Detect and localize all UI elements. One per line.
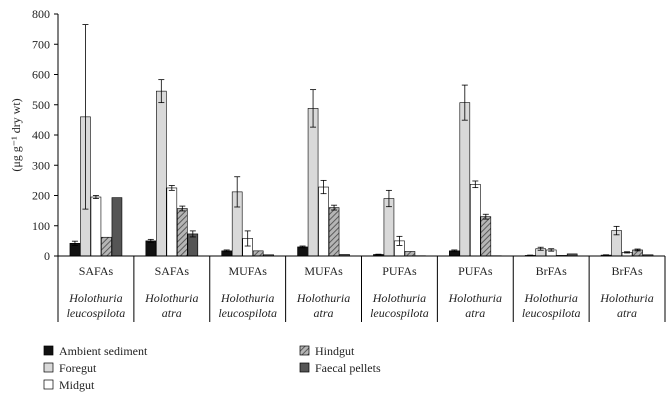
bar-midgut: [318, 186, 329, 257]
bar-faecal-pellets: [111, 197, 123, 257]
species-label-genus: Holothuria: [144, 291, 198, 305]
error-bar: [482, 213, 489, 220]
category-label: MUFAs: [228, 264, 267, 278]
error-bar: [82, 24, 89, 210]
y-axis-label: (μg g⁻¹ dry wt): [9, 98, 23, 171]
error-bar: [189, 230, 196, 238]
species-label-genus: Holothuria: [68, 291, 122, 305]
species-label-epithet: leucospilota: [218, 306, 277, 320]
legend-swatch: [299, 362, 310, 373]
legend-label: Ambient sediment: [59, 344, 148, 358]
species-label-epithet: atra: [162, 306, 182, 320]
error-bar: [168, 185, 175, 191]
error-bar: [147, 238, 154, 243]
bar-midgut: [90, 196, 102, 257]
error-bar: [451, 249, 458, 253]
error-bar: [92, 195, 99, 199]
error-bar: [320, 179, 327, 195]
error-bar: [223, 249, 230, 253]
bars: [69, 24, 654, 257]
species-label-epithet: leucospilota: [67, 306, 126, 320]
legend-label: Midgut: [59, 378, 95, 392]
species-label-genus: Holothuria: [372, 291, 426, 305]
error-bar: [331, 204, 338, 211]
legend-label: Hindgut: [315, 344, 355, 358]
error-bar: [299, 245, 306, 249]
error-bar: [385, 189, 392, 208]
bar-hindgut: [252, 250, 264, 257]
legend-swatch: [43, 379, 54, 390]
y-axis-ticks: 0 100 200 300 400 500 600 700 800: [32, 7, 58, 263]
error-bar: [71, 240, 78, 246]
error-bar: [613, 225, 620, 236]
category-label: MUFAs: [304, 264, 343, 278]
error-bar: [603, 254, 610, 256]
axes: [57, 14, 665, 257]
error-bar: [548, 248, 555, 252]
species-label-genus: Holothuria: [296, 291, 350, 305]
species-label-genus: Holothuria: [599, 291, 653, 305]
error-bar: [472, 180, 479, 189]
species-label-genus: Holothuria: [524, 291, 578, 305]
error-bar: [624, 251, 631, 254]
bar-ambient-sediment: [145, 240, 157, 257]
y-tick-label: 300: [32, 158, 50, 172]
y-tick-label: 400: [32, 128, 50, 142]
species-label-genus: Holothuria: [220, 291, 274, 305]
category-label: SAFAs: [79, 264, 114, 278]
error-bar: [396, 235, 403, 246]
y-tick-label: 500: [32, 98, 50, 112]
y-tick-label: 600: [32, 68, 50, 82]
bar-hindgut: [480, 216, 492, 257]
bar-ambient-sediment: [297, 246, 308, 257]
bar-foregut: [156, 90, 167, 257]
error-bar: [310, 89, 317, 128]
y-tick-label: 100: [32, 219, 50, 233]
error-bar: [179, 205, 186, 212]
legend-swatch: [299, 345, 310, 356]
error-bar: [375, 253, 382, 256]
bar-midgut: [470, 184, 481, 257]
category-label: PUFAs: [382, 264, 417, 278]
y-tick-label: 0: [44, 249, 50, 263]
bar-hindgut: [177, 208, 188, 257]
legend: Ambient sediment Foregut Midgut Hindgut Faec…: [43, 344, 381, 392]
error-bar: [158, 79, 165, 104]
bar-midgut: [166, 187, 178, 257]
bar-hindgut: [328, 207, 340, 257]
category-label: SAFAs: [155, 264, 190, 278]
species-label-epithet: leucospilota: [522, 306, 581, 320]
error-bar: [461, 84, 468, 121]
bar-foregut: [383, 198, 395, 257]
legend-swatch: [43, 345, 54, 356]
category-label: BrFAs: [536, 264, 567, 278]
category-label: PUFAs: [458, 264, 493, 278]
species-label-genus: Holothuria: [448, 291, 502, 305]
error-bar: [244, 230, 251, 247]
species-label-epithet: leucospilota: [370, 306, 429, 320]
legend-label: Foregut: [59, 361, 97, 375]
bar-foregut: [459, 102, 471, 257]
species-label-epithet: atra: [617, 306, 637, 320]
bar-foregut: [307, 108, 319, 257]
y-tick-label: 800: [32, 7, 50, 21]
y-tick-label: 200: [32, 189, 50, 203]
species-label-epithet: atra: [465, 306, 485, 320]
error-bar: [634, 248, 641, 252]
legend-swatch: [43, 362, 54, 373]
bar-hindgut: [101, 236, 112, 257]
category-labels: SAFAsHolothurialeucospilotaSAFAsHolothur…: [57, 256, 666, 322]
category-label: BrFAs: [612, 264, 643, 278]
species-label-epithet: atra: [314, 306, 334, 320]
y-tick-label: 700: [32, 37, 50, 51]
error-bar: [537, 246, 544, 251]
legend-label: Faecal pellets: [315, 361, 381, 375]
error-bar: [234, 176, 241, 208]
bar-hindgut: [404, 251, 416, 257]
